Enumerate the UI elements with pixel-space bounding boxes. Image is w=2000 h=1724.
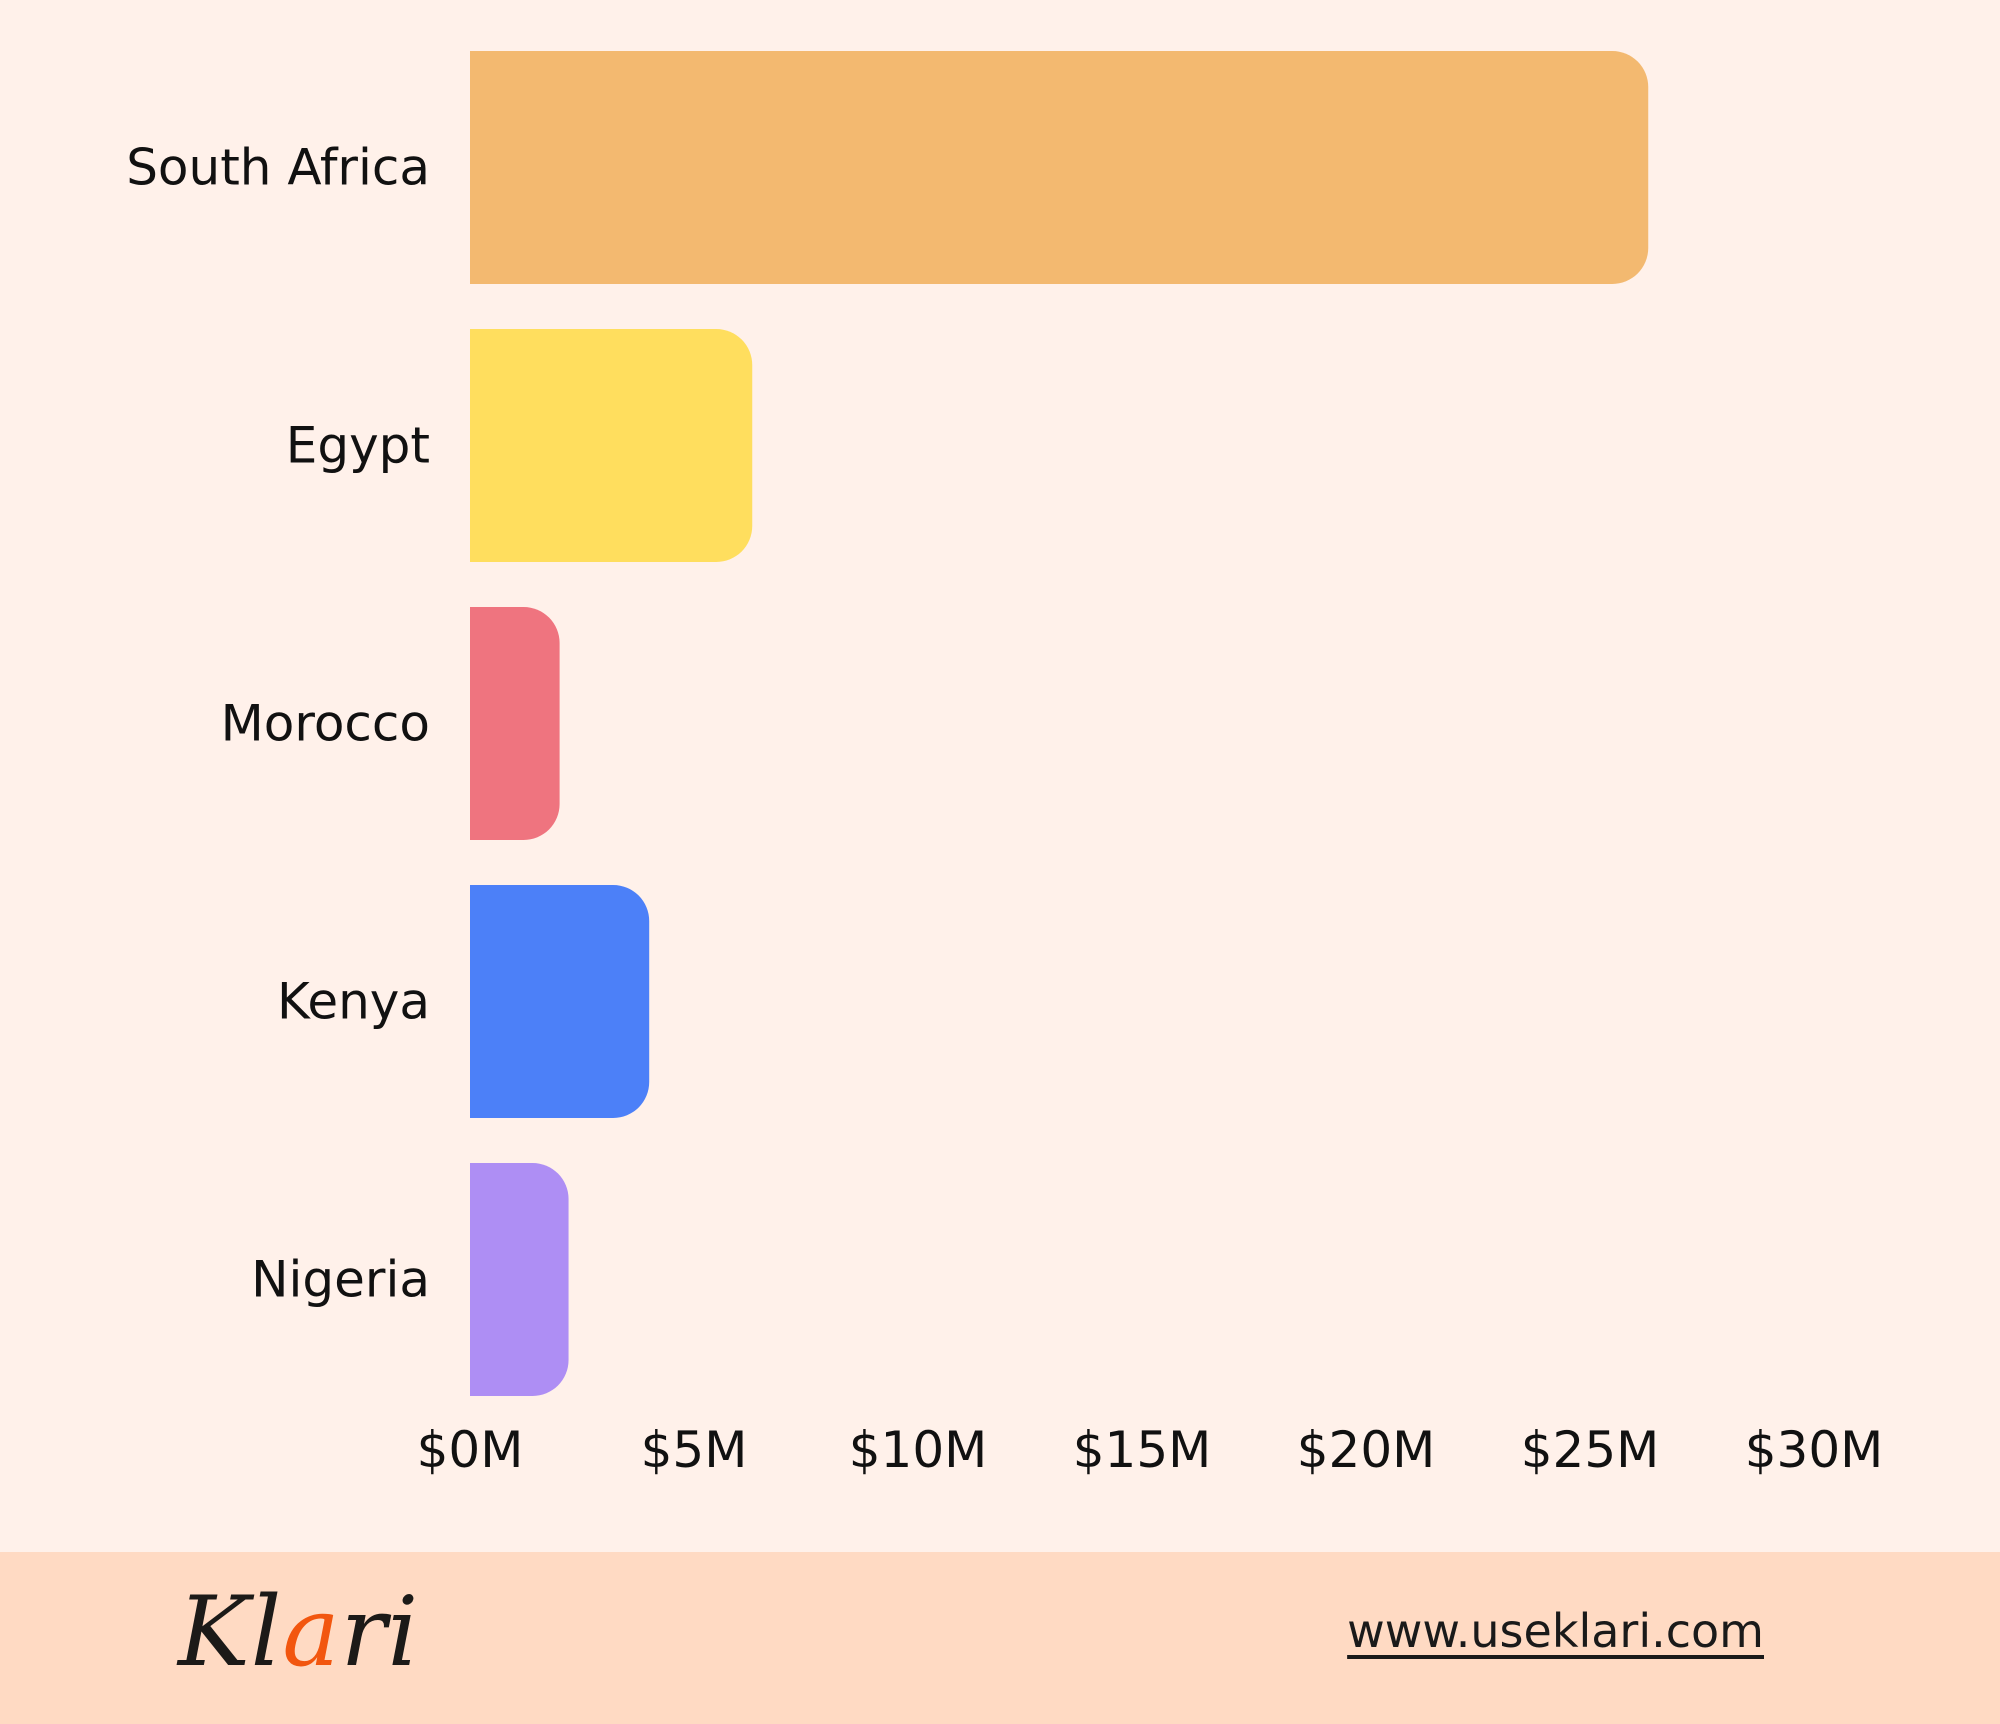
brand-logo: Klari	[178, 1570, 419, 1695]
bar-kenya	[470, 885, 650, 1118]
x-tick-label-20: $20M	[1297, 1421, 1436, 1479]
logo-text-accent: a	[282, 1576, 341, 1688]
category-label-south-africa: South Africa	[126, 139, 430, 197]
x-tick-label-0: $0M	[417, 1421, 524, 1479]
footer: Klari www.useklari.com	[0, 1552, 2000, 1724]
category-label-kenya: Kenya	[277, 973, 430, 1031]
bar-chart: South Africa Egypt Morocco Kenya Nigeria $0M $…	[126, 51, 1884, 1479]
bar-south-africa	[470, 51, 1649, 284]
chart-svg: South Africa Egypt Morocco Kenya Nigeria $0M $…	[126, 51, 1884, 1479]
x-tick-label-15: $15M	[1073, 1421, 1212, 1479]
bar-egypt	[470, 329, 753, 562]
category-label-egypt: Egypt	[286, 417, 430, 475]
bar-nigeria	[470, 1163, 569, 1396]
category-label-nigeria: Nigeria	[251, 1251, 430, 1309]
bar-morocco	[470, 607, 560, 840]
x-tick-label-30: $30M	[1745, 1421, 1884, 1479]
website-link[interactable]: www.useklari.com	[1347, 1604, 1764, 1658]
logo-text-end: ri	[340, 1576, 420, 1688]
x-tick-label-25: $25M	[1521, 1421, 1660, 1479]
x-tick-label-5: $5M	[641, 1421, 748, 1479]
x-tick-label-10: $10M	[849, 1421, 988, 1479]
logo-text-start: Kl	[178, 1576, 283, 1688]
category-label-morocco: Morocco	[221, 695, 430, 753]
